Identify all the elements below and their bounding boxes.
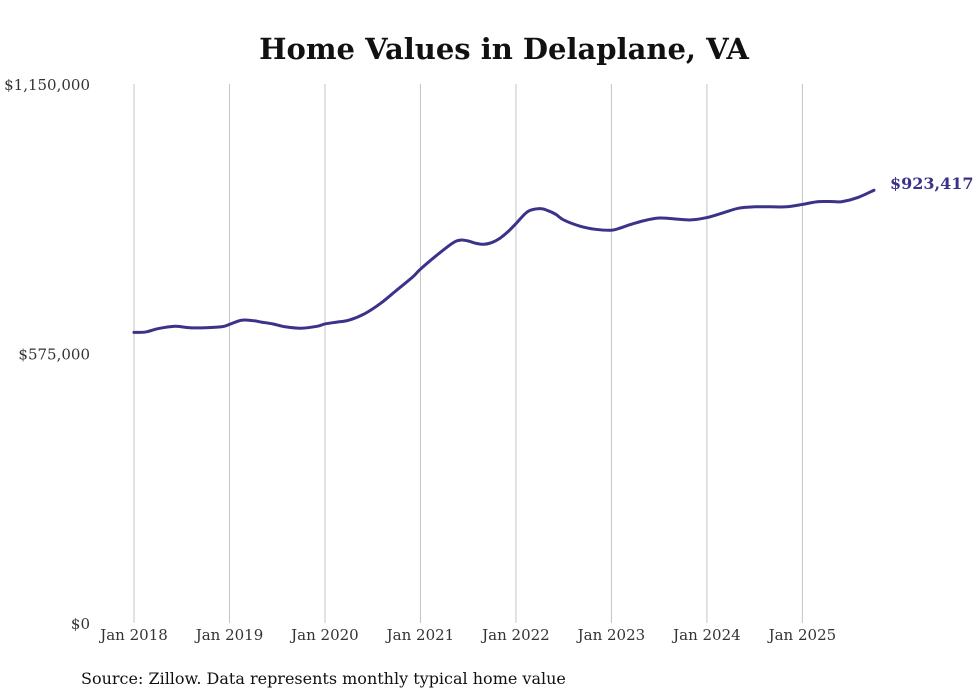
- gridlines: [133, 84, 803, 623]
- chart-title: Home Values in Delaplane, VA: [259, 32, 749, 66]
- x-tick-label-2: Jan 2020: [289, 626, 359, 644]
- x-tick-label-6: Jan 2024: [671, 626, 741, 644]
- x-tick-label-0: Jan 2018: [98, 626, 168, 644]
- series-layer: $923,417: [132, 174, 974, 334]
- y-tick-label-2: $1,150,000: [4, 76, 90, 94]
- x-tick-label-4: Jan 2022: [480, 626, 550, 644]
- x-tick-label-3: Jan 2021: [385, 626, 455, 644]
- x-axis-ticks: Jan 2018 Jan 2019 Jan 2020 Jan 2021 Jan 2022…: [98, 626, 836, 644]
- y-axis-ticks: $0 $575,000 $1,150,000: [4, 76, 90, 633]
- series-line-0: [132, 188, 876, 334]
- source-note: Source: Zillow. Data represents monthly …: [81, 669, 566, 688]
- end-value-label: $923,417: [890, 174, 974, 193]
- x-tick-label-1: Jan 2019: [194, 626, 264, 644]
- y-tick-label-1: $575,000: [18, 346, 90, 364]
- y-tick-label-0: $0: [71, 615, 90, 633]
- x-tick-label-7: Jan 2025: [767, 626, 837, 644]
- x-tick-label-5: Jan 2023: [576, 626, 646, 644]
